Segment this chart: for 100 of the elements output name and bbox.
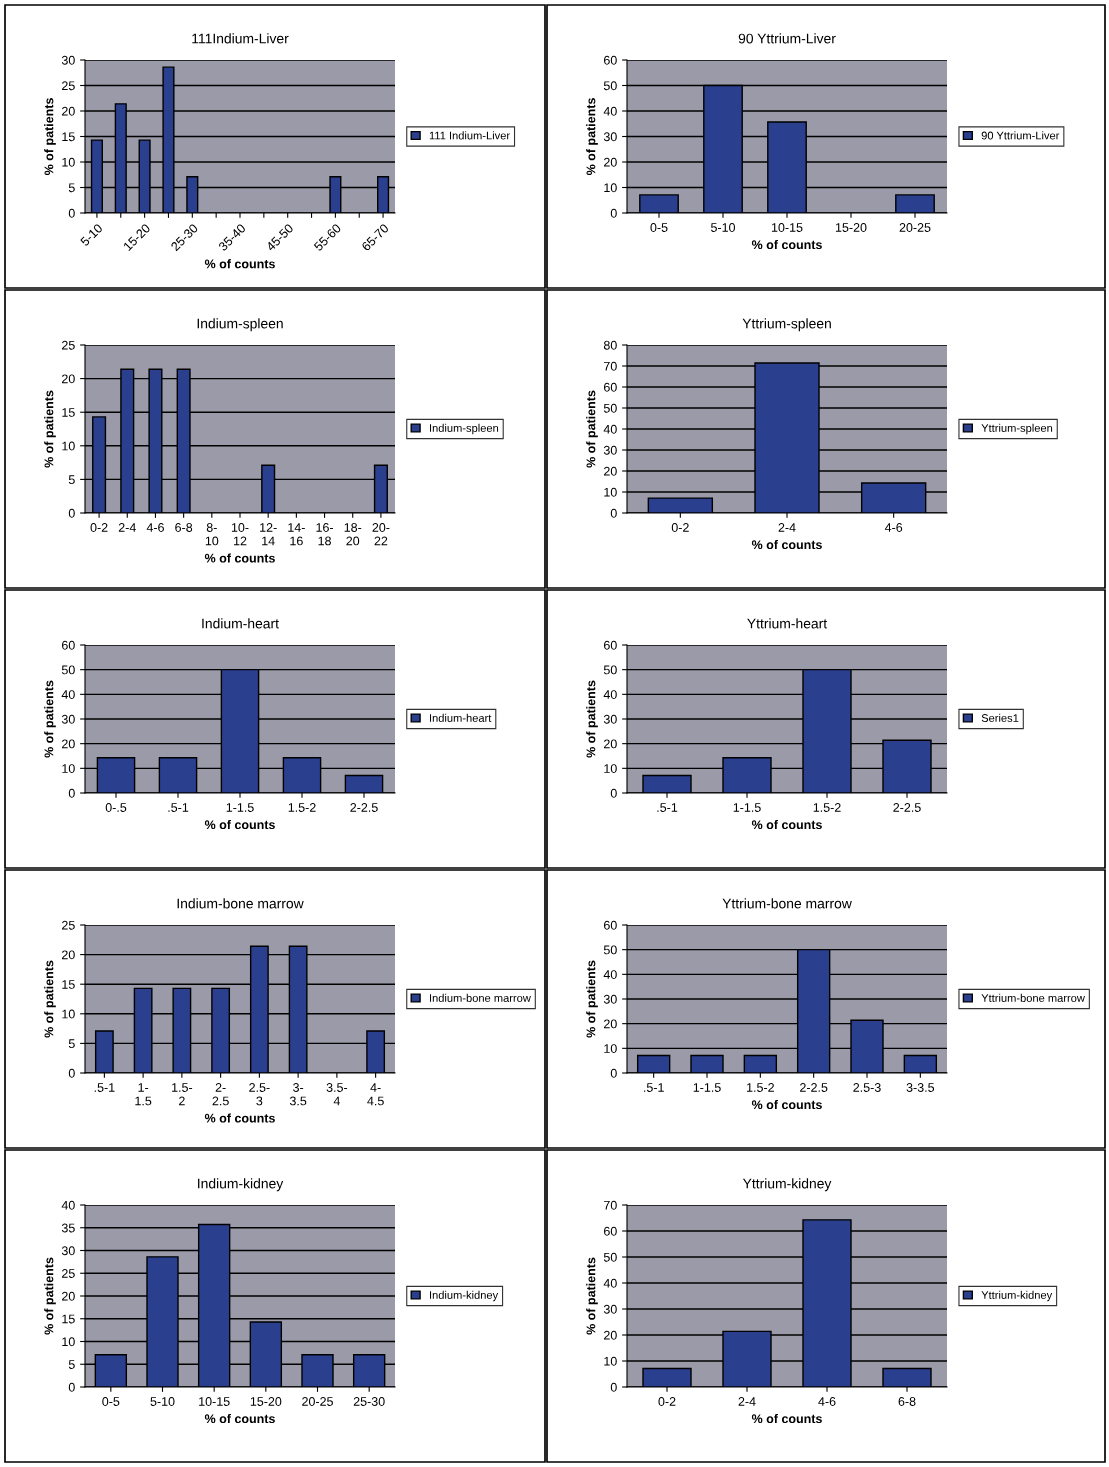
x-tick-label: .5-1 (168, 803, 189, 812)
x-tick-label: 2.5-3 (853, 1083, 881, 1092)
legend-label: Indium-bone marrow (430, 993, 531, 1002)
y-tick-label: 60 (604, 920, 617, 930)
y-tick-label: 25 (62, 1269, 75, 1278)
chart-title: Indium-kidney (198, 1178, 284, 1192)
y-tick-label: 30 (61, 1246, 75, 1256)
legend-label: Yttrium-bone marrow (981, 993, 1085, 1002)
y-tick-label: 40 (603, 690, 617, 699)
legend-label: Indium-spleen (430, 423, 499, 435)
chart-title: Indium-heart (202, 618, 279, 629)
x-tick-label: .5-1 (657, 803, 678, 812)
x-tick-label: 10-15 (199, 1397, 230, 1406)
x-tick-label: 2.5- 3 (249, 1083, 270, 1106)
x-axis-title: % of counts (204, 259, 275, 269)
x-tick-label: 10-15 (771, 223, 803, 232)
x-tick-label: 6-8 (898, 1397, 916, 1406)
x-tick-label: 3.5- 4 (326, 1083, 348, 1106)
y-axis-title: % of patients (44, 1257, 56, 1335)
y-tick-label: 50 (603, 665, 617, 675)
y-tick-label: 20 (604, 466, 617, 476)
x-tick-label: 0-5 (650, 223, 668, 232)
x-tick-label: 12- 14 (260, 523, 277, 546)
legend-label: 111 Indium-Liver (429, 131, 510, 140)
y-tick-label: 5 (68, 1039, 75, 1049)
x-tick-label: 1.5-2 (288, 803, 316, 812)
y-tick-label: 0 (68, 1382, 75, 1392)
x-tick-label: 0-2 (671, 523, 689, 532)
x-tick-label: 8- 10 (205, 523, 219, 546)
y-tick-label: 20 (62, 950, 75, 960)
y-tick-label: 30 (603, 714, 617, 724)
x-tick-label: 1- 1.5 (135, 1083, 152, 1106)
y-tick-label: 10 (62, 157, 75, 167)
x-tick-label: 20-25 (302, 1397, 333, 1406)
chart-title: Yttrium-bone marrow (722, 898, 852, 909)
y-axis-title: % of patients (586, 680, 598, 758)
y-tick-label: 5 (68, 183, 75, 193)
y-tick-label: 60 (604, 55, 617, 65)
y-tick-label: 50 (603, 403, 617, 413)
y-tick-label: 10 (604, 764, 617, 773)
x-tick-label: 0-5 (102, 1397, 120, 1406)
x-tick-label: 1.5- 2 (172, 1083, 193, 1106)
y-tick-label: 10 (604, 487, 617, 497)
chart-title: 111Indium-Liver (192, 33, 289, 44)
x-tick-label: 6-8 (175, 523, 193, 532)
y-tick-label: 15 (62, 980, 75, 989)
y-tick-label: 0 (68, 788, 75, 798)
x-axis-title: % of counts (204, 553, 275, 563)
y-tick-label: 15 (62, 1314, 75, 1324)
y-tick-label: 5 (68, 475, 75, 485)
x-tick-label: 2-4 (778, 523, 796, 532)
x-tick-label: 1-1.5 (226, 803, 254, 812)
y-tick-label: 10 (62, 441, 75, 451)
y-tick-label: 40 (61, 1200, 75, 1210)
y-tick-label: 35 (61, 1223, 75, 1233)
y-tick-label: 10 (62, 764, 75, 773)
x-axis-title: % of counts (751, 1099, 822, 1110)
x-tick-label: 2-4 (118, 523, 136, 532)
x-tick-label: 2-2.5 (893, 803, 921, 812)
x-axis-title: % of counts (751, 239, 822, 250)
y-tick-label: 60 (604, 382, 617, 392)
y-tick-label: 0 (610, 208, 617, 218)
y-tick-label: 20 (604, 1330, 617, 1340)
y-tick-label: 10 (604, 1356, 617, 1366)
x-axis-title: % of counts (204, 1413, 275, 1424)
y-tick-label: 50 (61, 665, 75, 675)
chart-title: Yttrium-heart (747, 618, 828, 629)
x-tick-label: 1-1.5 (733, 803, 761, 812)
y-tick-label: 20 (62, 739, 75, 749)
x-tick-label: .5-1 (644, 1083, 664, 1092)
x-axis-title: % of counts (751, 819, 822, 830)
legend-label: Yttrium-kidney (981, 1290, 1053, 1302)
x-tick-label: 0-.5 (105, 803, 127, 812)
x-tick-label: 2-4 (738, 1397, 756, 1406)
y-axis-title: % of patients (44, 98, 56, 176)
y-tick-label: 60 (604, 640, 617, 650)
x-tick-label: 2- 2.5 (212, 1083, 229, 1106)
x-tick-label: 1.5-2 (813, 803, 841, 812)
x-tick-label: 15-20 (250, 1397, 282, 1406)
x-axis-title: % of counts (204, 1113, 275, 1123)
x-axis-title: % of counts (751, 539, 822, 550)
y-tick-label: 40 (603, 106, 617, 116)
x-axis-title: % of counts (751, 1413, 822, 1424)
y-tick-label: 25 (62, 81, 75, 91)
y-tick-label: 70 (604, 361, 617, 371)
y-tick-label: 0 (610, 788, 617, 798)
x-tick-label: 10- 12 (231, 523, 249, 546)
y-tick-label: 10 (62, 1337, 75, 1347)
y-tick-label: 10 (62, 1009, 75, 1019)
chart-title: Yttrium-kidney (742, 1178, 832, 1192)
x-tick-label: 25-30 (353, 1397, 385, 1406)
x-tick-label: .5-1 (94, 1083, 115, 1092)
y-axis-title: % of patients (586, 1257, 598, 1335)
y-tick-label: 30 (603, 994, 617, 1004)
y-tick-label: 15 (62, 132, 75, 142)
y-axis-title: % of patients (586, 98, 598, 176)
y-tick-label: 20 (62, 106, 75, 116)
y-tick-label: 0 (68, 508, 75, 518)
x-tick-label: 14- 16 (288, 523, 305, 546)
y-tick-label: 20 (604, 157, 617, 167)
